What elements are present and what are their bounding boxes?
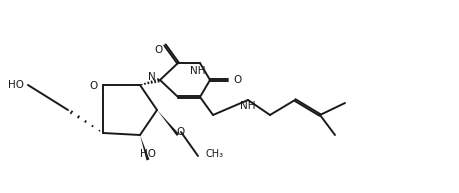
Text: HO: HO <box>140 149 156 159</box>
Polygon shape <box>140 135 149 160</box>
Text: CH₃: CH₃ <box>206 149 224 159</box>
Text: HO: HO <box>8 80 24 90</box>
Text: O: O <box>233 75 241 85</box>
Polygon shape <box>157 110 179 136</box>
Text: NH: NH <box>240 101 255 111</box>
Text: O: O <box>177 127 185 137</box>
Text: O: O <box>155 45 163 55</box>
Text: O: O <box>90 81 98 91</box>
Text: N: N <box>148 72 156 82</box>
Text: NH: NH <box>190 66 205 76</box>
